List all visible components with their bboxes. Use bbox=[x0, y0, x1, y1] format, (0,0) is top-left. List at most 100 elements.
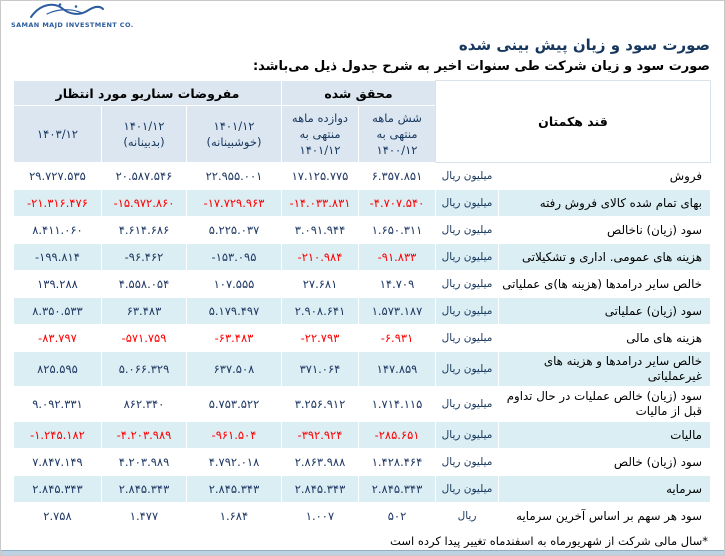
value-cell: ۱.۵۷۳.۱۸۷ bbox=[358, 297, 436, 325]
scenario-group-header: مفروضات سناریو مورد انتظار bbox=[12, 80, 282, 106]
value-cell: ۲۲.۹۵۵.۰۰۱ bbox=[185, 162, 282, 190]
row-label: بهای تمام شده کالای فروش رفته bbox=[498, 189, 711, 217]
row-label: سود (زیان) خالص bbox=[498, 448, 711, 476]
value-cell: ۱.۶۵۰.۳۱۱ bbox=[358, 216, 436, 244]
page-title: صورت سود و زیان پیش بینی شده bbox=[458, 36, 710, 54]
value-cell: -۲۸۵.۶۵۱ bbox=[358, 421, 436, 449]
row-unit: میلیون ریال bbox=[435, 243, 499, 271]
value-cell: ۱۷.۱۲۵.۷۷۵ bbox=[280, 162, 360, 190]
value-cell: -۳۹۲.۹۲۴ bbox=[280, 421, 360, 449]
table-row: هزینه های مالی میلیون ریال -۶.۹۳۱ -۲۲.۷۹۳ -۶… bbox=[12, 324, 711, 352]
value-cell: -۵۷۱.۷۵۹ bbox=[100, 324, 187, 352]
value-cell: ۹.۰۹۲.۳۳۱ bbox=[12, 386, 102, 422]
value-cell: ۳۷۱.۰۶۴ bbox=[280, 351, 360, 387]
value-cell: -۶.۹۳۱ bbox=[358, 324, 436, 352]
row-unit: میلیون ریال bbox=[435, 386, 499, 422]
row-label: سرمایه bbox=[498, 475, 711, 503]
value-cell: ۳.۲۵۶.۹۱۲ bbox=[280, 386, 360, 422]
row-label: سود (زیان) ناخالص bbox=[498, 216, 711, 244]
value-cell: -۱۵.۹۷۲.۸۶۰ bbox=[100, 189, 187, 217]
row-unit: میلیون ریال bbox=[435, 475, 499, 503]
value-cell: ۵.۷۵۳.۵۲۲ bbox=[185, 386, 282, 422]
row-unit: میلیون ریال bbox=[435, 216, 499, 244]
company-name-header: قند هکمتان bbox=[435, 80, 711, 163]
row-label: فروش bbox=[498, 162, 711, 190]
row-unit: میلیون ریال bbox=[435, 351, 499, 387]
value-cell: ۶۳.۴۸۳ bbox=[100, 297, 187, 325]
value-cell: -۲۱۰.۹۸۴ bbox=[280, 243, 360, 271]
row-label: سود هر سهم بر اساس آخرین سرمایه bbox=[498, 502, 711, 530]
value-cell: ۲.۸۴۵.۳۴۳ bbox=[185, 475, 282, 503]
table-row: سود هر سهم بر اساس آخرین سرمایه ریال ۵۰۲ ۱.… bbox=[12, 502, 711, 530]
value-cell: ۲.۸۴۵.۳۴۳ bbox=[12, 475, 102, 503]
value-cell: ۵.۰۶۶.۳۲۹ bbox=[100, 351, 187, 387]
col-header-six-months-1400: شش ماهه منتهی به ۱۴۰۰/۱۲ bbox=[358, 105, 436, 163]
value-cell: ۱.۴۲۸.۴۶۴ bbox=[358, 448, 436, 476]
value-cell: -۸۳.۷۹۷ bbox=[12, 324, 102, 352]
value-cell: ۴.۶۱۴.۶۸۶ bbox=[100, 216, 187, 244]
value-cell: -۲۲.۷۹۳ bbox=[280, 324, 360, 352]
value-cell: ۱.۰۰۷ bbox=[280, 502, 360, 530]
value-cell: ۲.۸۶۳.۹۸۸ bbox=[280, 448, 360, 476]
col-header-1401-optimistic: ۱۴۰۱/۱۲ (خوشبینانه) bbox=[185, 105, 282, 163]
row-label: هزینه های عمومی. اداری و تشکیلاتی bbox=[498, 243, 711, 271]
calligraphy-logo-icon bbox=[30, 3, 104, 18]
value-cell: ۲.۸۴۵.۳۴۳ bbox=[100, 475, 187, 503]
value-cell: -۴.۷۰۷.۵۴۰ bbox=[358, 189, 436, 217]
row-unit: میلیون ریال bbox=[435, 448, 499, 476]
value-cell: ۶۳۷.۵۰۸ bbox=[185, 351, 282, 387]
company-logo: SAMAN MAJD INVESTMENT CO. bbox=[11, 1, 133, 29]
table-row: هزینه های عمومی. اداری و تشکیلاتی میلیون … bbox=[12, 243, 711, 271]
value-cell: ۸.۴۱۱.۰۶۰ bbox=[12, 216, 102, 244]
title-block: صورت سود و زیان پیش بینی شده صورت سود و … bbox=[1, 1, 724, 77]
value-cell: ۷.۸۴۷.۱۴۹ bbox=[12, 448, 102, 476]
value-cell: ۱.۶۸۴ bbox=[185, 502, 282, 530]
value-cell: -۱۴.۰۳۳.۸۳۱ bbox=[280, 189, 360, 217]
table-row: سود (زیان) خالص عملیات در حال تداوم قبل … bbox=[12, 386, 711, 422]
realized-group-header: محقق شده bbox=[280, 80, 437, 106]
value-cell: ۵.۱۷۹.۴۹۷ bbox=[185, 297, 282, 325]
page-subtitle: صورت سود و زیان شرکت طی سنوات اخیر به شر… bbox=[252, 59, 710, 74]
value-cell: ۲.۸۴۵.۳۴۳ bbox=[280, 475, 360, 503]
value-cell: ۲.۸۴۵.۳۴۳ bbox=[358, 475, 436, 503]
table-row: خالص سایر درامدها (هزینه ها)ی عملیاتی میل… bbox=[12, 270, 711, 298]
row-unit: میلیون ریال bbox=[435, 189, 499, 217]
value-cell: ۱.۷۱۴.۱۱۵ bbox=[358, 386, 436, 422]
value-cell: ۱۳۹.۲۸۸ bbox=[12, 270, 102, 298]
value-cell: ۲۰.۵۸۷.۵۴۶ bbox=[100, 162, 187, 190]
value-cell: ۲.۷۵۸ bbox=[12, 502, 102, 530]
table-body: فروش میلیون ریال ۶.۳۵۷.۸۵۱ ۱۷.۱۲۵.۷۷۵ ۲۲.۹۵۵… bbox=[12, 162, 711, 530]
value-cell: ۲۷.۶۸۱ bbox=[280, 270, 360, 298]
value-cell: -۱۷.۷۲۹.۹۶۳ bbox=[185, 189, 282, 217]
row-label: هزینه های مالی bbox=[498, 324, 711, 352]
value-cell: ۶.۳۵۷.۸۵۱ bbox=[358, 162, 436, 190]
value-cell: -۹۶.۴۶۲ bbox=[100, 243, 187, 271]
value-cell: -۴.۲۰۳.۹۸۹ bbox=[100, 421, 187, 449]
value-cell: ۵.۲۲۵.۰۳۷ bbox=[185, 216, 282, 244]
row-label: خالص سایر درامدها و هزینه های غیرعملیاتی bbox=[498, 351, 711, 387]
table-row: بهای تمام شده کالای فروش رفته میلیون ریال… bbox=[12, 189, 711, 217]
value-cell: ۸.۳۵۰.۵۳۳ bbox=[12, 297, 102, 325]
col-header-1403: ۱۴۰۳/۱۲ bbox=[12, 105, 102, 163]
value-cell: -۹۶۱.۵۰۴ bbox=[185, 421, 282, 449]
next-section-edge bbox=[1, 550, 724, 555]
table-row: سرمایه میلیون ریال ۲.۸۴۵.۳۴۳ ۲.۸۴۵.۳۴۳ ۲.۸۴۵… bbox=[12, 475, 711, 503]
row-unit: میلیون ریال bbox=[435, 162, 499, 190]
value-cell: -۹۱.۸۳۳ bbox=[358, 243, 436, 271]
value-cell: -۲۱.۳۱۶.۴۷۶ bbox=[12, 189, 102, 217]
value-cell: ۵۰۲ bbox=[358, 502, 436, 530]
row-unit: ریال bbox=[435, 502, 499, 530]
row-label: خالص سایر درامدها (هزینه ها)ی عملیاتی bbox=[498, 270, 711, 298]
header-sub-row: شش ماهه منتهی به ۱۴۰۰/۱۲ دوازده ماهه منت… bbox=[12, 105, 710, 163]
row-unit: میلیون ریال bbox=[435, 270, 499, 298]
value-cell: ۱۰۷.۵۵۵ bbox=[185, 270, 282, 298]
value-cell: ۸۲۵.۵۹۵ bbox=[12, 351, 102, 387]
value-cell: -۶۳.۴۸۳ bbox=[185, 324, 282, 352]
value-cell: ۸۶۲.۳۴۰ bbox=[100, 386, 187, 422]
value-cell: -۱.۲۴۵.۱۸۲ bbox=[12, 421, 102, 449]
table-row: فروش میلیون ریال ۶.۳۵۷.۸۵۱ ۱۷.۱۲۵.۷۷۵ ۲۲.۹۵۵… bbox=[12, 162, 711, 190]
row-label: سود (زیان) عملیاتی bbox=[498, 297, 711, 325]
table-row: سود (زیان) ناخالص میلیون ریال ۱.۶۵۰.۳۱۱ ۳.۰… bbox=[12, 216, 711, 244]
value-cell: ۲.۹۰۸.۶۴۱ bbox=[280, 297, 360, 325]
